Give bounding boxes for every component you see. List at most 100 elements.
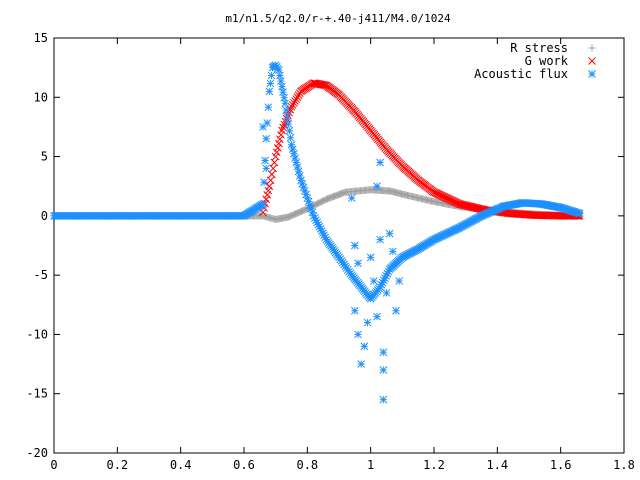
data-point: [293, 93, 302, 101]
data-point: [276, 71, 284, 80]
data-point: [288, 100, 297, 109]
data-point: [360, 342, 369, 351]
data-point: [274, 139, 283, 148]
data-point: [294, 167, 303, 176]
data-point: [261, 156, 269, 165]
data-point: [271, 152, 280, 161]
data-point: [382, 289, 391, 297]
data-point: [264, 103, 273, 112]
data-point: [293, 163, 302, 171]
data-point: [287, 140, 296, 149]
y-tick-label: 5: [41, 150, 48, 164]
data-point: [292, 158, 301, 167]
data-point: [267, 71, 276, 80]
legend-label: Acoustic flux: [474, 67, 568, 81]
data-point: [273, 144, 282, 152]
data-point: [284, 120, 293, 128]
plot-border: [53, 37, 625, 454]
data-point: [264, 186, 273, 195]
data-point: [263, 191, 272, 199]
data-point: [260, 178, 268, 187]
data-point: [295, 171, 304, 180]
y-tick-label: -10: [26, 327, 48, 341]
data-point: [277, 130, 285, 139]
x-tick-label: 0.6: [233, 458, 255, 472]
data-point: [283, 113, 292, 121]
y-tick-label: -15: [26, 387, 48, 401]
data-point: [291, 97, 299, 105]
y-tick-label: 10: [34, 90, 48, 104]
data-point: [373, 312, 381, 321]
legend-marker: [588, 44, 596, 52]
legend-marker: [588, 57, 596, 65]
y-tick-label: 15: [34, 31, 48, 45]
y-axis: 15 10 5 0 -5 -10 -15 -20: [26, 31, 624, 460]
data-point: [281, 99, 290, 108]
data-point: [350, 241, 359, 250]
x-tick-label: 0: [50, 458, 57, 472]
legend-label: G work: [525, 54, 569, 68]
x-axis: 0 0.2 0.4 0.6 0.8 1 1.2 1.4 1.6 1.8: [50, 38, 635, 472]
data-point: [369, 277, 378, 285]
data-point: [357, 360, 366, 368]
data-point: [379, 395, 388, 404]
x-tick-label: 1.8: [613, 458, 635, 472]
x-tick-label: 1: [367, 458, 374, 472]
data-point: [292, 95, 301, 103]
data-point: [363, 318, 372, 327]
x-tick-label: 1.6: [550, 458, 572, 472]
data-point: [274, 66, 283, 74]
data-point: [366, 253, 375, 262]
data-point: [279, 88, 287, 97]
data-point: [287, 102, 296, 111]
x-tick-label: 0.2: [106, 458, 128, 472]
data-point: [285, 127, 294, 135]
data-point: [265, 87, 274, 96]
data-point: [347, 194, 356, 202]
data-point: [262, 164, 271, 173]
data-point: [291, 154, 299, 162]
series-layer: [50, 61, 584, 404]
data-point: [373, 182, 381, 191]
x-tick-label: 0.8: [296, 458, 318, 472]
data-point: [278, 82, 286, 91]
data-point: [376, 158, 385, 167]
data-point: [379, 348, 388, 357]
data-point: [350, 306, 359, 315]
legend-marker: [588, 70, 596, 78]
data-point: [259, 200, 267, 208]
data-point: [262, 195, 271, 204]
data-point: [290, 149, 298, 158]
data-point: [266, 79, 275, 88]
data-point: [270, 158, 279, 167]
data-point: [288, 145, 297, 154]
data-point: [354, 259, 362, 268]
data-point: [385, 229, 394, 238]
data-point: [276, 135, 284, 144]
data-point: [354, 330, 362, 339]
data-point: [269, 164, 277, 173]
data-point: [290, 99, 298, 107]
series-star-2: [50, 61, 584, 404]
data-point: [376, 235, 385, 244]
data-point: [395, 277, 404, 285]
x-tick-label: 0.4: [170, 458, 192, 472]
data-point: [392, 306, 400, 315]
data-point: [259, 123, 267, 131]
data-point: [282, 106, 291, 114]
data-point: [286, 133, 295, 142]
data-point: [262, 134, 271, 143]
data-point: [321, 81, 330, 90]
data-point: [379, 366, 388, 374]
y-tick-label: 0: [41, 209, 48, 223]
x-tick-label: 1.4: [486, 458, 508, 472]
y-tick-label: -20: [26, 446, 48, 460]
data-point: [265, 182, 274, 191]
y-tick-label: -5: [34, 268, 48, 282]
data-point: [272, 148, 281, 157]
chart-title: m1/n1.5/q2.0/r-+.40-j411/M4.0/1024: [225, 12, 451, 25]
x-tick-label: 1.2: [423, 458, 445, 472]
